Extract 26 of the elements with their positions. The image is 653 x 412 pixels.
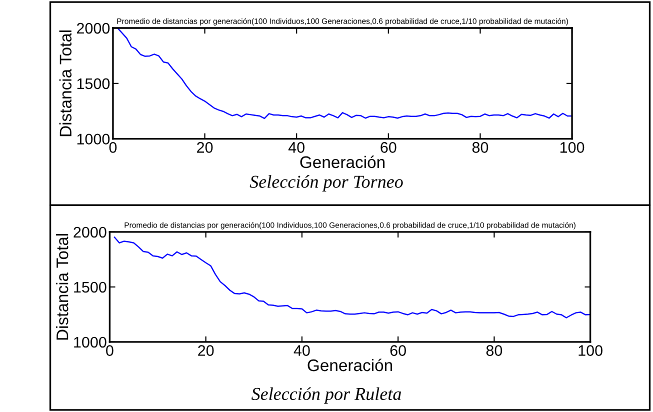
x-tick-label: 100 (560, 142, 584, 153)
x-tick-label: 80 (472, 142, 488, 153)
text: Selección por Torneo (250, 175, 403, 192)
x-tick-label: 80 (486, 345, 502, 356)
x-tick-label: 40 (288, 142, 304, 153)
x-tick-label: 20 (197, 142, 213, 153)
line-series (114, 236, 590, 318)
y-tick-label: 1500 (77, 78, 110, 90)
x-tick-label: 100 (578, 345, 602, 356)
y-tick-label: 2000 (74, 226, 106, 238)
text: Selección por Ruleta (252, 387, 402, 404)
x-tick-label: 60 (390, 345, 406, 356)
y-tick-label: 1000 (77, 134, 110, 145)
y-tick-label: 1500 (74, 282, 106, 293)
x-tick-label: 40 (294, 345, 310, 356)
x-axis-title: Generación (308, 358, 392, 372)
x-tick-label: 0 (109, 142, 117, 153)
y-tick-label: 1000 (74, 336, 106, 348)
x-axis-title: Generación (300, 156, 385, 168)
x-tick-label: 20 (198, 345, 214, 356)
y-axis-title: Distancia Total (59, 30, 72, 136)
line-series (116, 28, 572, 120)
y-axis-title: Distancia Total (56, 234, 68, 340)
y-tick-label: 2000 (76, 22, 110, 34)
x-tick-label: 0 (106, 345, 114, 356)
x-tick-label: 60 (380, 142, 396, 153)
